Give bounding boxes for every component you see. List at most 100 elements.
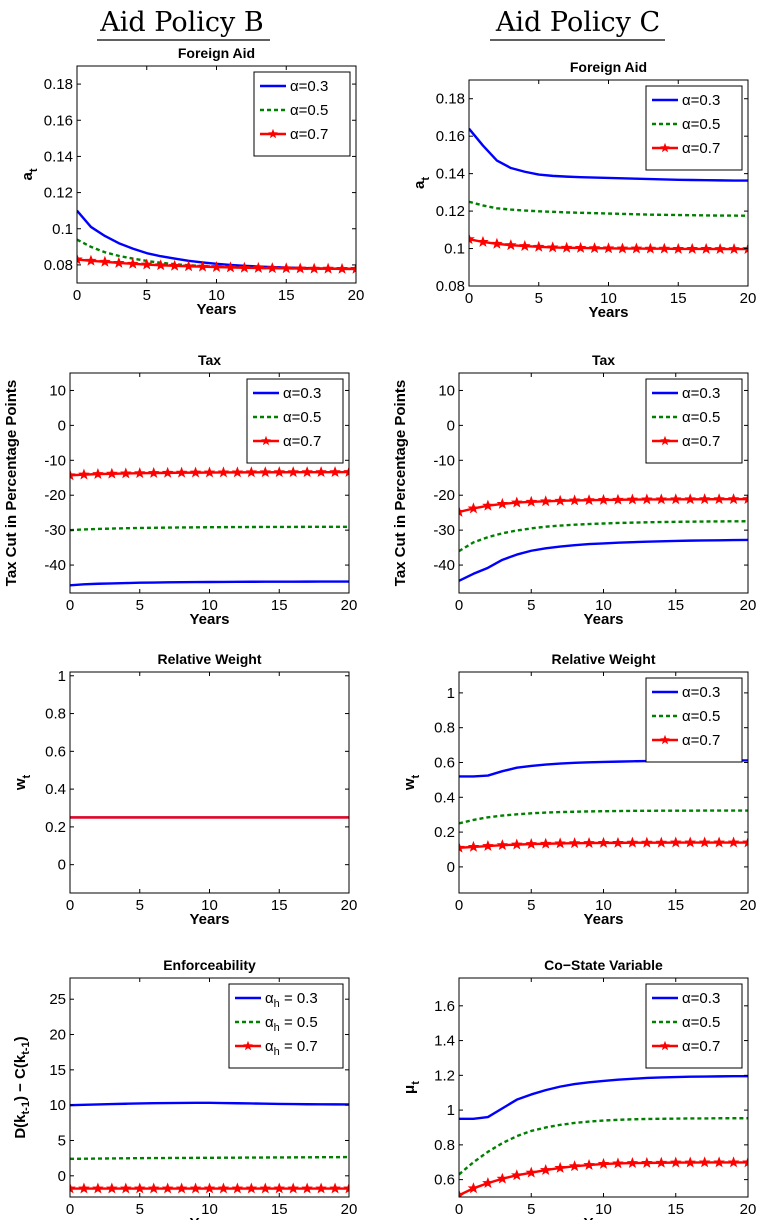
data-point: [92, 468, 104, 479]
data-point: [294, 262, 306, 274]
y-tick-label: 10: [49, 1097, 66, 1114]
data-point: [477, 235, 489, 247]
x-tick-label: 20: [341, 597, 358, 614]
x-tick-label: 15: [271, 1201, 288, 1218]
x-axis-label: Years: [189, 1215, 229, 1220]
data-point: [655, 1156, 668, 1168]
legend-marker-2: [660, 142, 670, 153]
y-tick-label: 15: [49, 1062, 66, 1079]
data-point: [280, 262, 293, 274]
data-point: [92, 1182, 104, 1194]
data-point: [78, 1182, 90, 1194]
x-tick-label: 15: [667, 1201, 684, 1218]
data-point: [700, 242, 712, 254]
chart-title: Tax: [592, 352, 615, 368]
y-tick-label: -30: [44, 522, 66, 539]
data-point: [315, 1182, 327, 1194]
data-point: [217, 1182, 230, 1194]
data-point: [106, 467, 118, 479]
data-point: [106, 1182, 118, 1194]
data-point: [343, 1182, 349, 1194]
data-point: [273, 1182, 286, 1194]
x-tick-label: 5: [136, 1201, 144, 1218]
data-point: [698, 493, 711, 505]
x-tick-label: 10: [595, 1201, 612, 1218]
y-tick-label: 0.16: [44, 112, 73, 129]
data-point: [85, 254, 97, 266]
data-point: [554, 1161, 566, 1173]
x-axis-label: Years: [588, 304, 628, 321]
data-point: [597, 493, 610, 505]
data-point: [217, 466, 230, 478]
data-point: [568, 837, 581, 849]
series-line-1: [459, 520, 748, 553]
x-tick-label: 20: [740, 597, 757, 614]
data-point: [491, 237, 503, 249]
y-tick-label: -10: [44, 452, 66, 469]
data-point: [252, 261, 265, 273]
legend-label-2: α=0.7: [290, 126, 328, 143]
y-tick-label: 0.12: [44, 185, 73, 202]
data-point: [459, 505, 465, 517]
data-point: [539, 1164, 552, 1175]
chart-panel-4: Relative Weight 0 5 10 15 20 0 0.2 0.4 0.6 0.8 1 Yea…: [12, 651, 357, 928]
data-point: [583, 837, 595, 848]
data-point: [287, 466, 299, 478]
data-point: [70, 1182, 76, 1194]
data-point: [626, 1157, 639, 1169]
data-point: [684, 1156, 696, 1168]
data-point: [588, 242, 601, 254]
legend: α=0.3 α=0.5 α=0.7: [246, 378, 344, 464]
y-axis-label: at: [19, 168, 40, 180]
series-line-1: [459, 809, 748, 825]
data-point: [343, 466, 349, 478]
y-tick-label: 0.18: [44, 76, 73, 93]
data-point: [612, 836, 624, 848]
data-point: [99, 255, 111, 267]
y-tick-label: 1.6: [434, 998, 455, 1015]
series-group: [459, 493, 748, 582]
data-point: [329, 466, 341, 478]
y-axis-label: Tax Cut in Percentage Points: [392, 380, 409, 586]
data-point: [469, 233, 475, 245]
x-tick-label: 5: [143, 287, 151, 304]
data-point: [742, 1156, 748, 1168]
series-group: [459, 1074, 748, 1197]
data-point: [496, 839, 509, 851]
data-point: [147, 1182, 160, 1194]
x-tick-label: 0: [66, 897, 74, 914]
y-axis-label: D(kt-1) − C(kt-1): [12, 1036, 32, 1138]
legend-label-1: αh = 0.5: [265, 1014, 318, 1034]
y-tick-label: 0.2: [45, 819, 66, 836]
y-tick-label: 0.16: [436, 128, 465, 145]
data-point: [525, 1166, 538, 1178]
data-point: [684, 493, 696, 505]
data-point: [519, 240, 531, 252]
y-tick-label: 0.14: [44, 148, 73, 165]
x-tick-label: 20: [348, 287, 365, 304]
x-tick-label: 5: [527, 897, 535, 914]
chart-title: Enforceability: [163, 957, 256, 973]
data-point: [210, 261, 223, 272]
data-point: [505, 239, 517, 251]
data-point: [532, 240, 545, 252]
series-group: [459, 759, 748, 853]
x-axis-label: Years: [583, 1215, 623, 1220]
data-point: [641, 493, 653, 505]
x-tick-label: 10: [201, 897, 218, 914]
y-axis-label: wt: [401, 775, 422, 792]
x-tick-label: 10: [600, 290, 617, 307]
x-tick-label: 5: [535, 290, 543, 307]
y-axis-label: at: [411, 177, 432, 189]
y-tick-label: 0: [58, 417, 66, 434]
y-axis-label: μt: [401, 1081, 422, 1094]
data-point: [182, 260, 195, 272]
data-point: [203, 1182, 216, 1194]
series-line-0: [70, 1101, 349, 1107]
legend-marker-2: [243, 1040, 253, 1051]
series-line-0: [459, 538, 748, 582]
data-point: [655, 493, 668, 505]
y-tick-label: -10: [433, 452, 455, 469]
x-tick-label: 0: [455, 597, 463, 614]
